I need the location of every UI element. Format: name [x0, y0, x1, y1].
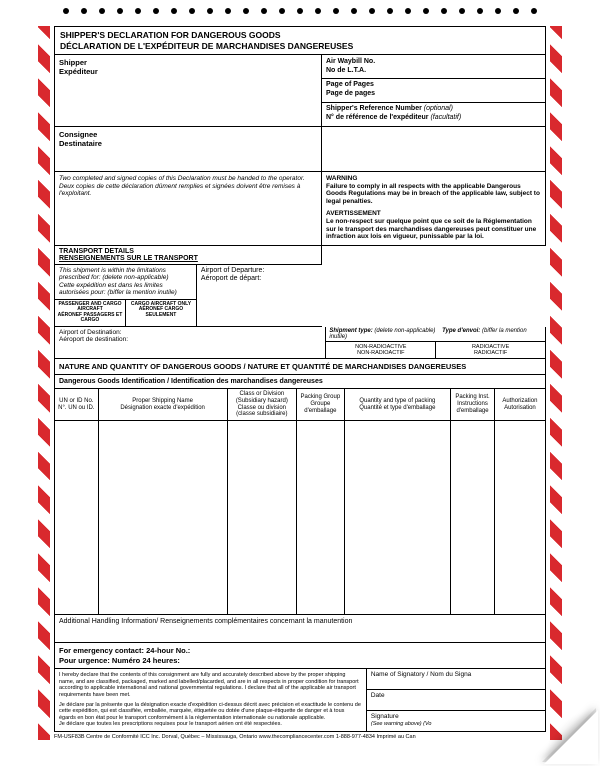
decl-fr: Je déclare par la présente que la désign… — [59, 702, 362, 722]
cargo-only-option[interactable]: CARGO AIRCRAFT ONLY AÉRONEF CARGO SEULEM… — [126, 300, 196, 326]
decl-en: I hereby declare that the contents of th… — [59, 672, 362, 698]
perforation-row — [0, 0, 600, 20]
signature-field[interactable]: Signature (See warning above) (Vo — [367, 711, 545, 731]
form-footer: FM-USF83B Centre de Conformité ICC Inc. … — [54, 732, 546, 740]
shiptype-en-note: (delete non-applicable) — [374, 328, 435, 334]
shiptype-fr: Type d'envoi: — [442, 328, 480, 334]
col-class: Class or Division (Subsidiary hazard)Cla… — [228, 389, 298, 421]
shipper-box[interactable]: Shipper Expéditeur — [54, 55, 322, 127]
page-fr: Page de pages — [326, 90, 541, 99]
title-en: SHIPPER'S DECLARATION FOR DANGEROUS GOOD… — [60, 30, 540, 41]
consignee-box[interactable]: Consignee Destinataire — [54, 127, 322, 172]
ref-fac: (facultatif) — [430, 114, 461, 121]
trans-limit-fr: Cette expédition est dans les limites au… — [59, 282, 177, 296]
emerg-en: For emergency contact: 24-hour No.: — [59, 646, 541, 656]
transport-head: TRANSPORT DETAILS RENSEIGNEMENTS SUR LE … — [54, 246, 322, 265]
page-en: Page of Pages — [326, 81, 541, 90]
consignee-right-blank — [322, 127, 546, 172]
consignee-en: Consignee — [59, 130, 317, 139]
nonrad-fr: NON-RADIOACTIF — [327, 350, 434, 356]
add-handling-label: Additional Handling Information/ Renseig… — [59, 618, 352, 625]
col-name: Proper Shipping NameDésignation exacte d… — [99, 389, 228, 421]
nature-quantity-head: NATURE AND QUANTITY OF DANGEROUS GOODS /… — [54, 359, 546, 375]
ref-fr: N° de référence de l'expéditeur — [326, 114, 429, 121]
trans-limit-en: This shipment is within the limitations … — [59, 267, 168, 281]
dep-en: Airport of Departure: — [201, 267, 318, 275]
pax-cargo-option[interactable]: PASSENGER AND CARGO AIRCRAFT AÉRONEF PAS… — [55, 300, 126, 326]
col-un: UN or ID No.N°. UN ou ID. — [55, 389, 99, 421]
emergency-contact[interactable]: For emergency contact: 24-hour No.: Pour… — [54, 643, 546, 670]
rad-fr: RADIOACTIF — [437, 350, 544, 356]
dgid-header-row: UN or ID No.N°. UN ou ID. Proper Shippin… — [54, 389, 546, 422]
warn-head-fr: AVERTISSEMENT — [326, 210, 541, 218]
signature-column: Name of Signatory / Nom du Signa Date Si… — [366, 669, 545, 731]
ref-en: Shipper's Reference Number — [326, 105, 422, 112]
decl-fr2: Je déclare que toutes les prescriptions … — [59, 721, 362, 728]
pax-fr: AÉRONEF PASSAGERS ET CARGO — [56, 313, 124, 324]
warn-text-fr: Le non-respect sur quelque point que ce … — [326, 218, 541, 241]
trans-head-en: TRANSPORT DETAILS — [59, 248, 134, 255]
copies-en: Two completed and signed copies of this … — [59, 175, 317, 183]
shipper-label-fr: Expéditeur — [59, 67, 317, 76]
dgid-head: Dangerous Goods Identification / Identif… — [54, 375, 546, 389]
col-qty: Quantity and type of packingQuantité et … — [345, 389, 452, 421]
meta-box: Air Waybill No. No de L.T.A. Page of Pag… — [322, 55, 546, 127]
signatory-name-field[interactable]: Name of Signatory / Nom du Signa — [367, 669, 545, 690]
warning-box: WARNING Failure to comply in all respect… — [322, 172, 546, 246]
radioactive-option[interactable]: RADIOACTIVE RADIOACTIF — [436, 341, 545, 358]
trans-limit: This shipment is within the limitations … — [55, 265, 196, 300]
non-radioactive-option[interactable]: NON-RADIOACTIVE NON-RADIOACTIF — [326, 341, 436, 358]
shipment-type-box: Shipment type: (delete non-applicable) T… — [325, 327, 545, 358]
consignee-fr: Destinataire — [59, 139, 317, 148]
col-auth: AuthorizationAutorisation — [495, 389, 545, 421]
dest-en: Airport of Destination: — [59, 329, 321, 336]
shipper-label-en: Shipper — [59, 58, 317, 67]
warn-text-en: Failure to comply in all respects with t… — [326, 183, 541, 206]
cao-fr: AÉRONEF CARGO SEULEMENT — [127, 307, 195, 318]
hatched-border-left — [38, 26, 50, 740]
pax-en: PASSENGER AND CARGO AIRCRAFT — [56, 302, 124, 313]
copies-fr: Deux copies de cette déclaration dûment … — [59, 183, 317, 199]
dest-fr: Aéroport de destination: — [59, 336, 321, 343]
declaration-text: I hereby declare that the contents of th… — [55, 669, 366, 731]
airport-destination[interactable]: Airport of Destination: Aéroport de dest… — [55, 327, 325, 358]
awb-fr: No de L.T.A. — [326, 67, 541, 76]
warn-head-en: WARNING — [326, 175, 541, 183]
form-body: SHIPPER'S DECLARATION FOR DANGEROUS GOOD… — [54, 26, 546, 740]
hatched-border-right — [550, 26, 562, 740]
emerg-fr: Pour urgence: Numéro 24 heures: — [59, 656, 541, 666]
col-pg: Packing GroupGroupe d'emballage — [297, 389, 344, 421]
airport-departure[interactable]: Airport of Departure: Aéroport de départ… — [196, 265, 322, 326]
trans-head-fr: RENSEIGNEMENTS SUR LE TRANSPORT — [59, 255, 198, 262]
date-field[interactable]: Date — [367, 690, 545, 711]
title-fr: DÉCLARATION DE L'EXPÉDITEUR DE MARCHANDI… — [60, 41, 540, 52]
copies-note: Two completed and signed copies of this … — [54, 172, 322, 246]
awb-en: Air Waybill No. — [326, 58, 541, 67]
form-title: SHIPPER'S DECLARATION FOR DANGEROUS GOOD… — [54, 26, 546, 55]
dep-fr: Aéroport de départ: — [201, 275, 318, 283]
dgid-body[interactable] — [54, 421, 546, 614]
additional-handling[interactable]: Additional Handling Information/ Renseig… — [54, 615, 546, 643]
ref-opt: (optional) — [424, 105, 453, 112]
col-pi: Packing Inst.Instructions d'emballage — [451, 389, 495, 421]
